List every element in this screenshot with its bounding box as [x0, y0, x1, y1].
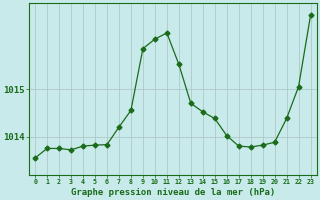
X-axis label: Graphe pression niveau de la mer (hPa): Graphe pression niveau de la mer (hPa) [71, 188, 275, 197]
